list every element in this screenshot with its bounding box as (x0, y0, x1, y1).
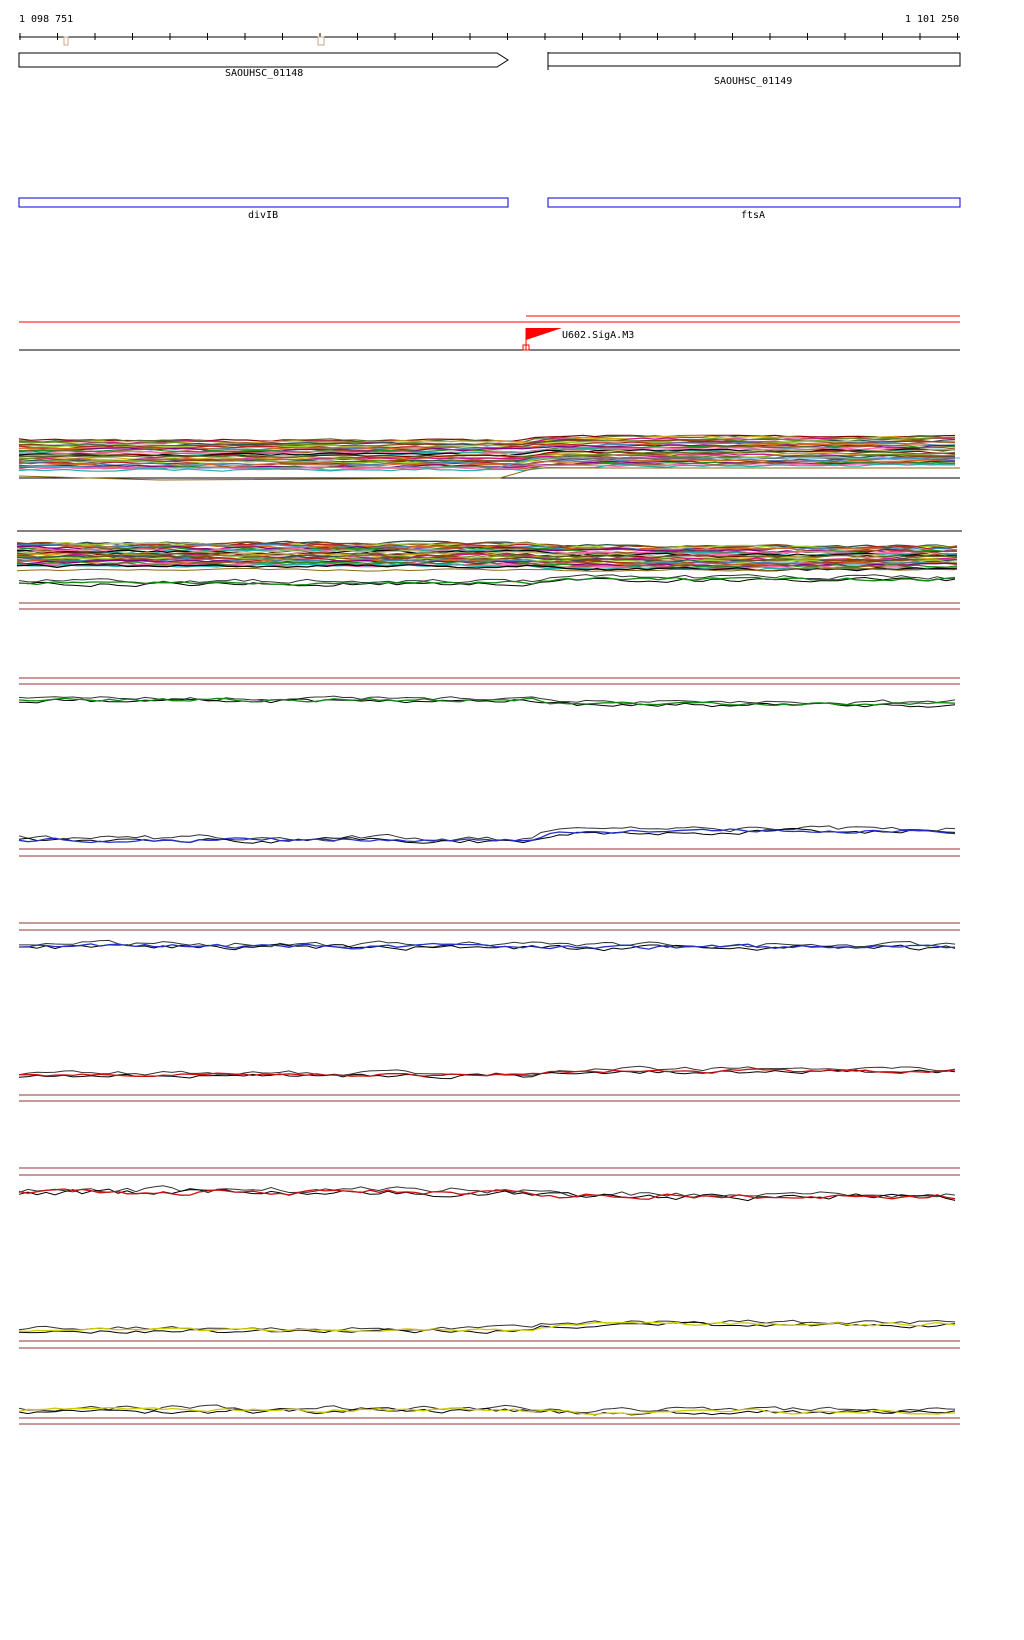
sample-line (16, 567, 956, 572)
sample-line (16, 558, 958, 567)
ruler-marker (63, 36, 69, 46)
gene-label-saouhsc-01148[interactable]: SAOUHSC_01148 (225, 68, 304, 79)
named-gene-track (18, 197, 961, 208)
ruler-marker (317, 36, 325, 46)
expression-tracks (18, 574, 960, 1425)
expression-line (18, 828, 956, 844)
gene-box-divib[interactable] (18, 197, 509, 208)
replicate-line (18, 576, 956, 588)
sample-line (18, 442, 956, 452)
green-track-1 (18, 574, 960, 610)
sample-line (18, 457, 960, 469)
expression-line (18, 697, 956, 707)
sample-line (18, 440, 956, 449)
gene-box-ftsa[interactable] (547, 197, 961, 208)
expression-line (19, 1068, 956, 1078)
yellow-track-1 (18, 1319, 960, 1349)
expression-line (18, 1406, 956, 1416)
gene-arrow-saouhsc-01149[interactable] (547, 52, 961, 67)
expression-line (19, 942, 956, 950)
gene-label-divib[interactable]: divIB (248, 210, 279, 221)
promoter-flag[interactable] (526, 328, 562, 340)
replicate-line (18, 1188, 956, 1202)
sample-line (18, 450, 956, 458)
expression-line (18, 576, 956, 586)
replicate-line (18, 825, 956, 842)
ruler-start-label: 1 098 751 (19, 14, 74, 25)
yellow-track-2 (18, 1404, 960, 1425)
multi-sample-track-2 (16, 530, 962, 572)
gene-label-saouhsc-01149[interactable]: SAOUHSC_01149 (714, 76, 793, 87)
sample-line (18, 467, 960, 481)
multi-sample-track-1 (18, 434, 960, 481)
blue-track-2 (18, 922, 960, 952)
sample-line (18, 457, 956, 466)
green-track-2 (18, 677, 960, 708)
blue-track-1 (18, 825, 960, 857)
promoter-track (19, 315, 960, 351)
red-track-2 (18, 1167, 960, 1202)
ruler-end-label: 1 101 250 (905, 14, 960, 25)
ruler-ticks (19, 33, 958, 40)
expression-line (18, 1188, 956, 1200)
replicate-line (19, 939, 956, 949)
red-track-1 (18, 1065, 960, 1102)
expression-line (18, 1321, 956, 1333)
replicate-line (18, 1185, 956, 1199)
replicate-line (18, 1321, 956, 1334)
gene-label-ftsa[interactable]: ftsA (741, 210, 766, 221)
gene-arrow-saouhsc-01148[interactable] (18, 52, 509, 68)
promoter-site-marker (522, 344, 530, 351)
sample-line (18, 463, 955, 472)
replicate-line (18, 1407, 956, 1416)
sample-line (18, 459, 956, 468)
promoter-label[interactable]: U602.SigA.M3 (562, 330, 635, 341)
ruler (19, 33, 960, 46)
replicate-line (18, 1319, 956, 1332)
locus-gene-track (18, 52, 961, 70)
